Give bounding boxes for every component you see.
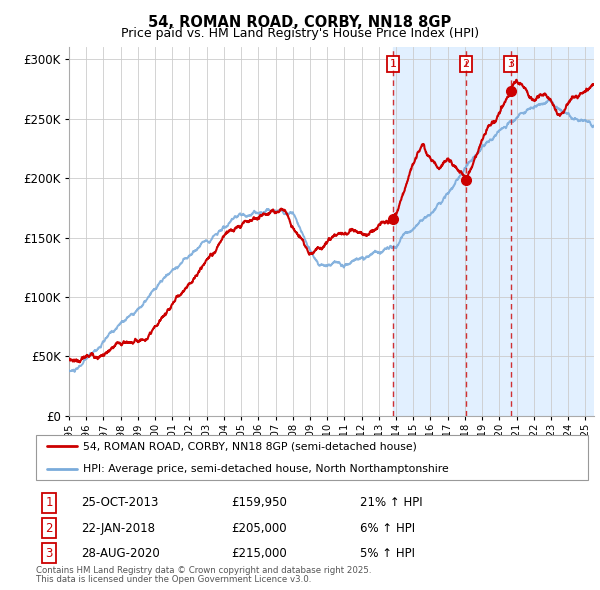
Text: Price paid vs. HM Land Registry's House Price Index (HPI): Price paid vs. HM Land Registry's House …: [121, 27, 479, 40]
Bar: [393, 47, 600, 416]
FancyBboxPatch shape: [36, 435, 588, 480]
Text: 2: 2: [463, 59, 469, 69]
Text: 21% ↑ HPI: 21% ↑ HPI: [360, 496, 422, 509]
Text: £159,950: £159,950: [231, 496, 287, 509]
Text: £205,000: £205,000: [231, 522, 287, 535]
Text: 1: 1: [389, 59, 397, 69]
Text: 22-JAN-2018: 22-JAN-2018: [81, 522, 155, 535]
Text: HPI: Average price, semi-detached house, North Northamptonshire: HPI: Average price, semi-detached house,…: [83, 464, 449, 474]
Text: 2: 2: [46, 522, 53, 535]
Text: 1: 1: [46, 496, 53, 509]
Text: 54, ROMAN ROAD, CORBY, NN18 8GP (semi-detached house): 54, ROMAN ROAD, CORBY, NN18 8GP (semi-de…: [83, 441, 417, 451]
Text: 3: 3: [507, 59, 514, 69]
Text: 25-OCT-2013: 25-OCT-2013: [81, 496, 158, 509]
Text: 6% ↑ HPI: 6% ↑ HPI: [360, 522, 415, 535]
Text: Contains HM Land Registry data © Crown copyright and database right 2025.: Contains HM Land Registry data © Crown c…: [36, 566, 371, 575]
Text: £215,000: £215,000: [231, 547, 287, 560]
Text: 54, ROMAN ROAD, CORBY, NN18 8GP: 54, ROMAN ROAD, CORBY, NN18 8GP: [148, 15, 452, 30]
Text: 3: 3: [46, 547, 53, 560]
Text: 28-AUG-2020: 28-AUG-2020: [81, 547, 160, 560]
Text: This data is licensed under the Open Government Licence v3.0.: This data is licensed under the Open Gov…: [36, 575, 311, 584]
Text: 5% ↑ HPI: 5% ↑ HPI: [360, 547, 415, 560]
